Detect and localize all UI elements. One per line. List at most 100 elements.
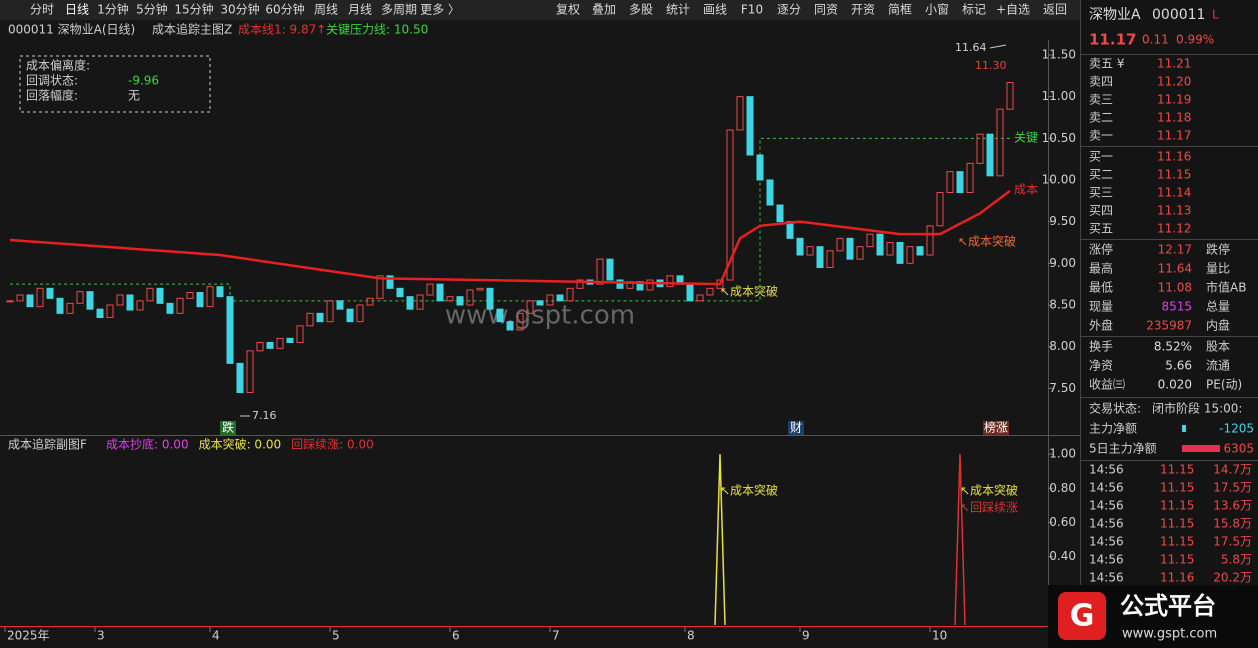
stat-label: 最高	[1089, 261, 1113, 276]
candle	[156, 287, 164, 304]
candle	[956, 171, 964, 194]
logo-url: www.gspt.com	[1122, 627, 1217, 642]
y-tick-label: 7.50	[1049, 381, 1076, 395]
candle	[996, 108, 1004, 177]
tag	[983, 421, 1009, 435]
tool-button[interactable]: 标记	[962, 3, 986, 17]
trade-price: 11.15	[1160, 499, 1194, 513]
candle	[466, 289, 474, 306]
tab[interactable]: 1分钟	[97, 2, 129, 17]
y-tick-label: 0.80	[1049, 481, 1076, 495]
candle	[386, 275, 394, 289]
tool-button[interactable]: 小窗	[925, 3, 949, 17]
candle	[396, 287, 404, 298]
candle	[356, 304, 364, 323]
tool-button[interactable]: 画线	[703, 3, 727, 17]
y-tick-label: 9.50	[1049, 214, 1076, 228]
annotation: 成本突破	[968, 234, 1016, 249]
x-tick-label: 3	[97, 629, 105, 643]
tab[interactable]: 日线	[65, 3, 89, 17]
flow-value: -1205	[1219, 422, 1254, 436]
candle	[486, 287, 494, 310]
candle	[606, 258, 614, 281]
tab[interactable]: 周线	[314, 3, 338, 17]
ask-label: 卖三	[1089, 93, 1113, 107]
candle	[1006, 82, 1014, 110]
tab[interactable]: 分时	[30, 3, 54, 17]
trade-time: 14:56	[1089, 481, 1124, 495]
y-tick-label: 0.40	[1049, 549, 1076, 563]
stat-label: 量比	[1206, 262, 1230, 276]
ask-label: 卖一	[1089, 129, 1113, 143]
candle	[516, 312, 524, 331]
candle	[866, 233, 874, 248]
trade-time: 14:56	[1089, 553, 1124, 567]
annotation: 成本突破	[970, 483, 1018, 498]
tool-button[interactable]: 统计	[666, 3, 690, 17]
annotation: ↖	[960, 484, 970, 498]
flow-bar	[1182, 445, 1220, 452]
tab[interactable]: 30分钟	[220, 2, 259, 17]
candle	[736, 96, 744, 131]
stat-label: 最低	[1089, 281, 1113, 295]
candle	[506, 321, 514, 331]
tool-button[interactable]: 同资	[814, 3, 838, 17]
annotation: ↖	[720, 285, 730, 299]
tool-button[interactable]: 复权	[556, 3, 580, 17]
tab[interactable]: 15分钟	[174, 2, 213, 17]
tab[interactable]: 5分钟	[136, 2, 168, 17]
annotation: ↖	[958, 235, 968, 249]
tool-button[interactable]: 叠加	[592, 3, 616, 17]
tool-button[interactable]: F10	[741, 3, 763, 17]
cost-line	[9, 189, 1011, 286]
tool-button[interactable]: 逐分	[777, 3, 801, 17]
high-label: 11.64	[955, 41, 987, 54]
annotation: 成本突破	[730, 284, 778, 299]
x-tick-label: 10	[932, 629, 947, 643]
candle	[916, 246, 924, 256]
candle	[686, 283, 694, 302]
annotation: 回踩续涨	[970, 500, 1018, 515]
x-tick-label: 7	[552, 629, 560, 643]
candle	[416, 294, 424, 310]
candle	[666, 275, 674, 288]
ask-label: 卖二	[1089, 111, 1113, 125]
tab[interactable]: 月线	[348, 3, 372, 17]
candle	[926, 225, 934, 256]
y-tick-label: 11.00	[1042, 89, 1076, 103]
candle	[616, 279, 624, 289]
tab[interactable]: 更多 〉	[420, 3, 460, 17]
candle	[346, 308, 354, 323]
candle	[826, 250, 834, 268]
info-label: 成本偏离度:	[26, 58, 90, 73]
tag: 跌	[222, 420, 234, 435]
high-label: 11.30	[975, 59, 1007, 72]
trade-price: 11.15	[1160, 517, 1194, 531]
price: 11.17	[1089, 31, 1136, 49]
tab[interactable]: 60分钟	[265, 2, 304, 17]
candle	[576, 279, 584, 289]
candle	[246, 350, 254, 394]
stat-label: 股本	[1206, 340, 1230, 354]
quote-panel	[1081, 0, 1258, 648]
tool-button[interactable]: +自选	[996, 3, 1030, 17]
tool-button[interactable]: 返回	[1043, 3, 1067, 17]
y-tick-label: 9.00	[1049, 256, 1076, 270]
ask-price: 11.20	[1157, 75, 1191, 89]
tab[interactable]: 多周期	[381, 3, 417, 17]
tool-button[interactable]: 简框	[888, 3, 912, 17]
indicator: 成本追踪主图Z	[152, 22, 232, 37]
bid-label: 买一	[1089, 150, 1113, 164]
trade-time: 14:56	[1089, 571, 1124, 585]
trade-time: 14:56	[1089, 535, 1124, 549]
change: 0.11	[1142, 33, 1169, 47]
trade-price: 11.15	[1160, 553, 1194, 567]
tool-button[interactable]: 多股	[629, 3, 653, 17]
candle	[6, 300, 14, 303]
tool-button[interactable]: 开资	[851, 3, 875, 17]
candle	[56, 297, 64, 314]
candle	[976, 133, 984, 164]
candle	[806, 246, 814, 256]
candle	[426, 283, 434, 296]
